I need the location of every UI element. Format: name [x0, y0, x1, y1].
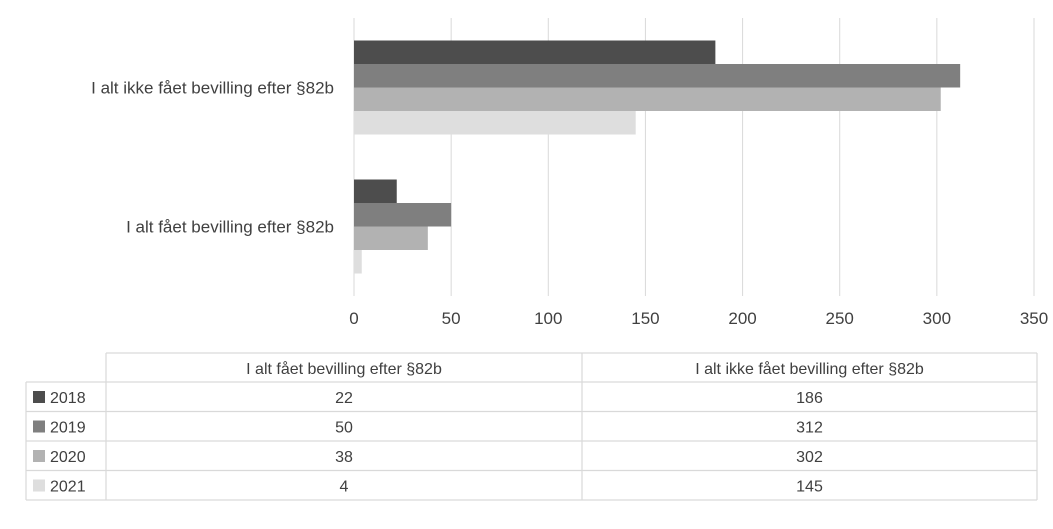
table-cell: 50 — [335, 420, 353, 437]
x-tick-label: 300 — [923, 309, 951, 328]
x-tick-label: 200 — [728, 309, 756, 328]
table-cell: 22 — [335, 390, 353, 407]
x-tick-label: 100 — [534, 309, 562, 328]
bar-2018-cat-1 — [354, 40, 716, 64]
table-cell: 186 — [796, 390, 823, 407]
legend-key-2019 — [33, 420, 45, 433]
bar-2020-cat-1 — [354, 87, 941, 111]
data-table: I alt fået bevilling efter §82b I alt ikk… — [25, 352, 1038, 501]
table-cell: 302 — [796, 449, 823, 466]
bar-2021-cat-1 — [354, 111, 636, 135]
table-header: I alt ikke fået bevilling efter §82b — [695, 360, 924, 378]
bar-2020-cat-0 — [354, 226, 428, 250]
category-labels: I alt fået bevilling efter §82b I alt ikk… — [91, 79, 334, 237]
x-axis-tick-labels: 0 50 100 150 200 250 300 350 — [349, 309, 1048, 328]
bar-2021-cat-0 — [354, 250, 362, 274]
legend-key-2020 — [33, 450, 45, 462]
table-cell: 145 — [796, 479, 823, 496]
legend-key-2021 — [33, 479, 45, 492]
x-tick-label: 50 — [442, 309, 461, 328]
table-cell: 38 — [335, 449, 353, 466]
table-cell: 312 — [796, 420, 823, 437]
x-tick-label: 0 — [349, 309, 358, 328]
table-header: I alt fået bevilling efter §82b — [246, 360, 442, 378]
legend-key-2018 — [33, 391, 45, 403]
table-row-label: 2020 — [50, 449, 86, 466]
category-label: I alt fået bevilling efter §82b — [126, 218, 334, 237]
table-row-label: 2021 — [50, 479, 86, 496]
bars — [354, 40, 961, 274]
bar-2019-cat-0 — [354, 203, 452, 227]
x-tick-label: 150 — [631, 309, 659, 328]
table-row-label: 2019 — [50, 420, 86, 437]
x-tick-label: 250 — [826, 309, 854, 328]
bar-2018-cat-0 — [354, 179, 397, 203]
x-tick-label: 350 — [1020, 309, 1048, 328]
table-cell: 4 — [340, 479, 349, 496]
bar-2019-cat-1 — [354, 64, 961, 88]
table-row-label: 2018 — [50, 390, 86, 407]
category-label: I alt ikke fået bevilling efter §82b — [91, 79, 334, 98]
